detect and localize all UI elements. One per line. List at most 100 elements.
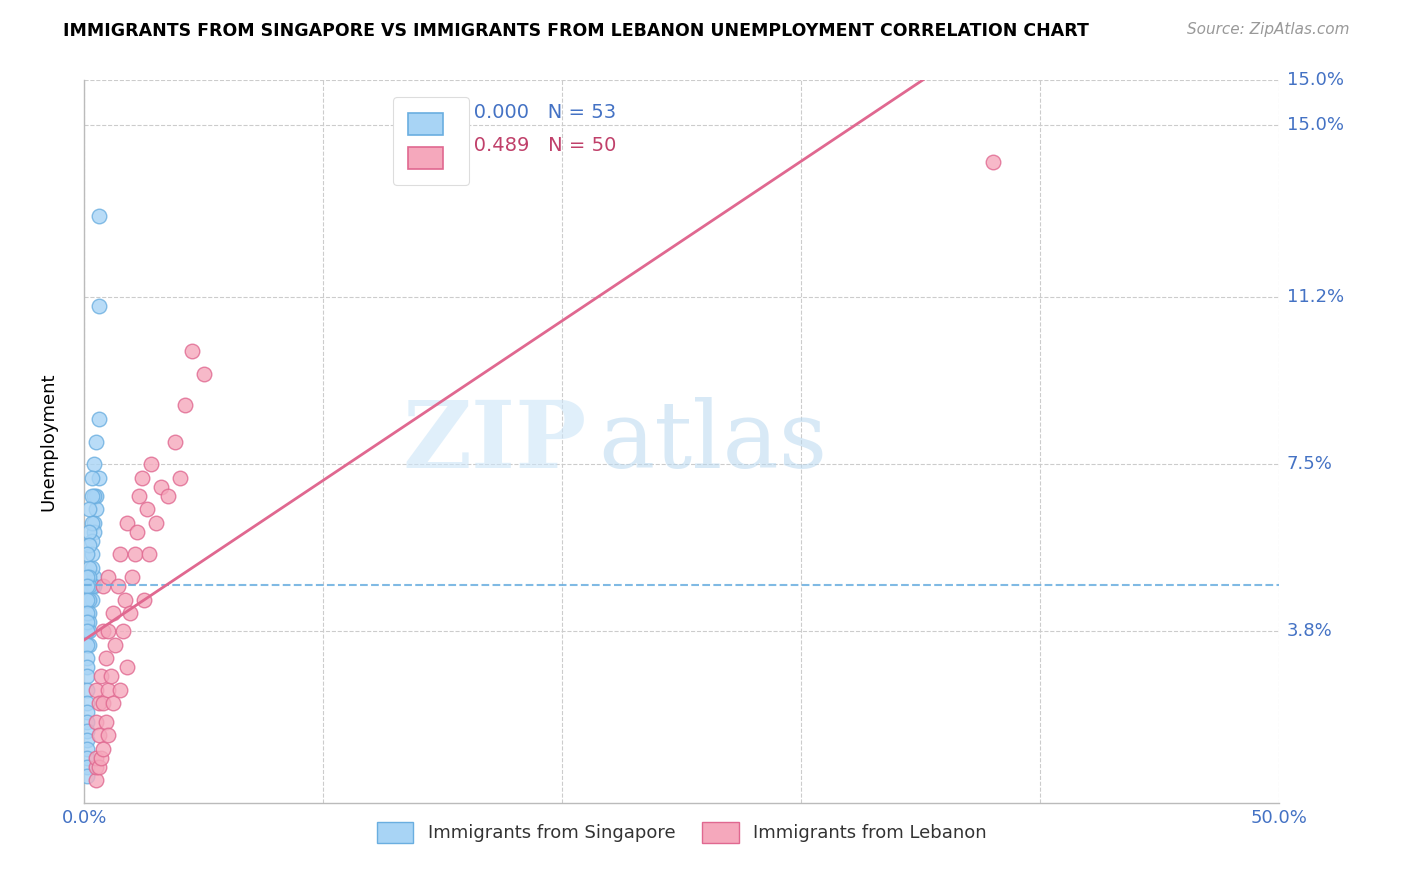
Point <box>80 592 103 607</box>
Point <box>77 579 100 593</box>
Point <box>87 299 110 313</box>
Point <box>80 548 103 562</box>
Point <box>86 773 108 788</box>
Point <box>83 516 105 530</box>
Point <box>117 660 139 674</box>
Point <box>80 516 103 530</box>
Point <box>83 489 105 503</box>
Point <box>97 624 120 639</box>
Point <box>76 615 98 630</box>
Point <box>77 570 100 584</box>
Point <box>101 606 124 620</box>
Point <box>87 471 110 485</box>
Text: atlas: atlas <box>599 397 828 486</box>
Point <box>77 502 100 516</box>
Point <box>121 570 143 584</box>
Point <box>141 457 163 471</box>
Point <box>94 714 117 729</box>
Point <box>80 533 103 548</box>
Point <box>125 524 148 539</box>
Point <box>77 561 100 575</box>
Point <box>76 750 98 764</box>
Point <box>128 489 150 503</box>
Point <box>145 516 167 530</box>
Point <box>76 682 98 697</box>
Text: Source: ZipAtlas.com: Source: ZipAtlas.com <box>1187 22 1350 37</box>
Point <box>93 697 115 711</box>
Point <box>193 367 215 381</box>
Point <box>83 457 105 471</box>
Text: IMMIGRANTS FROM SINGAPORE VS IMMIGRANTS FROM LEBANON UNEMPLOYMENT CORRELATION CH: IMMIGRANTS FROM SINGAPORE VS IMMIGRANTS … <box>63 22 1090 40</box>
Point <box>97 728 120 742</box>
Point <box>90 669 112 683</box>
Point <box>77 538 100 552</box>
Point <box>86 760 108 774</box>
Point <box>149 480 172 494</box>
Point <box>131 471 153 485</box>
Point <box>80 579 103 593</box>
Point <box>138 548 160 562</box>
Text: ZIP: ZIP <box>402 397 586 486</box>
Point <box>97 570 120 584</box>
Text: 3.8%: 3.8% <box>1286 623 1333 640</box>
Point <box>111 624 134 639</box>
Point <box>76 741 98 756</box>
Point <box>77 592 100 607</box>
Point <box>80 471 103 485</box>
Point <box>97 682 120 697</box>
Point <box>76 624 98 639</box>
Point <box>135 502 157 516</box>
Point <box>101 697 124 711</box>
Text: 15.0%: 15.0% <box>1286 117 1344 135</box>
Point <box>77 624 100 639</box>
Text: 50.0%: 50.0% <box>1251 808 1308 827</box>
Point <box>76 714 98 729</box>
Point <box>86 750 108 764</box>
Point <box>169 471 191 485</box>
Point <box>76 660 98 674</box>
Point <box>76 669 98 683</box>
Point <box>76 570 98 584</box>
Point <box>124 548 146 562</box>
Point <box>114 592 136 607</box>
Point <box>76 769 98 783</box>
Point <box>77 606 100 620</box>
Point <box>86 502 108 516</box>
Point <box>76 592 98 607</box>
Point <box>181 344 204 359</box>
Point <box>93 579 115 593</box>
Point <box>76 723 98 738</box>
Point <box>76 651 98 665</box>
Point <box>107 579 129 593</box>
Text: 7.5%: 7.5% <box>1286 455 1333 473</box>
Point <box>76 638 98 652</box>
Point <box>87 760 110 774</box>
Point <box>86 682 108 697</box>
Point <box>94 651 117 665</box>
Text: R =  0.000   N = 53: R = 0.000 N = 53 <box>425 103 616 122</box>
Point <box>80 561 103 575</box>
Text: 0.0%: 0.0% <box>62 808 107 827</box>
Point <box>104 638 127 652</box>
Point <box>100 669 122 683</box>
Point <box>165 434 187 449</box>
Point <box>87 209 110 223</box>
Point <box>157 489 180 503</box>
Point <box>110 682 132 697</box>
Point <box>110 548 132 562</box>
Point <box>93 624 115 639</box>
Point <box>132 592 156 607</box>
Text: Unemployment: Unemployment <box>39 372 58 511</box>
Point <box>86 434 108 449</box>
Point <box>83 579 105 593</box>
Point <box>118 606 141 620</box>
Text: 11.2%: 11.2% <box>1286 288 1344 306</box>
Point <box>77 524 100 539</box>
Point <box>80 489 103 503</box>
Point <box>83 570 105 584</box>
Point <box>76 760 98 774</box>
Legend: Immigrants from Singapore, Immigrants from Lebanon: Immigrants from Singapore, Immigrants fr… <box>368 813 995 852</box>
Point <box>83 524 105 539</box>
Point <box>981 154 1004 169</box>
Point <box>86 714 108 729</box>
